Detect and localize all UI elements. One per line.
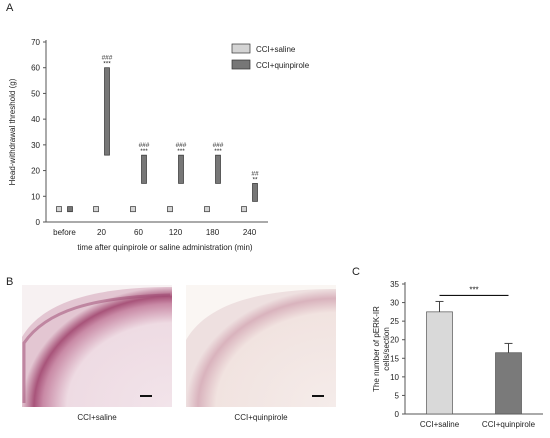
- significance-mark: ***: [177, 148, 185, 155]
- y-tick-label: 20: [390, 336, 399, 345]
- significance-mark: ***: [214, 148, 222, 155]
- x-tick-label: 240: [243, 228, 257, 237]
- panel-letter-a: A: [6, 2, 14, 14]
- bar-0: [426, 311, 453, 415]
- x-axis-label: time after quinpirole or saline administ…: [77, 243, 253, 252]
- x-tick-label: 60: [134, 228, 143, 237]
- scale-bar: [140, 395, 152, 397]
- bar-0-3: [167, 206, 173, 213]
- micrograph-cci-quinpirole: [186, 285, 336, 407]
- y-tick-label: 40: [31, 115, 40, 124]
- scale-bar: [312, 395, 324, 397]
- bar-0-2: [130, 206, 136, 213]
- x-tick-label: CCI+saline: [420, 420, 460, 429]
- y-tick-label: 0: [36, 218, 41, 227]
- legend-label: CCI+quinpirole: [256, 61, 310, 70]
- y-tick-label: 70: [31, 38, 40, 47]
- bar-1-5: [252, 183, 258, 202]
- significance-mark: ##: [251, 170, 259, 177]
- y-tick-label: 5: [395, 391, 400, 400]
- bar-1-2: [141, 154, 147, 184]
- micrograph-cci-saline: [22, 285, 172, 407]
- panel-letter-c: C: [352, 266, 360, 278]
- y-tick-label: 10: [31, 192, 40, 201]
- panel-letter-b: B: [6, 276, 14, 288]
- y-tick-label: 15: [390, 354, 399, 363]
- significance-mark: ###: [102, 55, 113, 62]
- micrograph-caption: CCI+saline: [77, 413, 117, 422]
- y-axis-label: The number of pERK-IRcells/section: [372, 306, 391, 392]
- bar-0-1: [93, 206, 99, 213]
- legend-label: CCI+saline: [256, 45, 296, 54]
- bar-0-5: [241, 206, 247, 213]
- x-tick-label: CCI+quinpirole: [482, 420, 536, 429]
- y-tick-label: 30: [390, 299, 399, 308]
- bar-1-3: [178, 154, 184, 184]
- bar-1-0: [67, 206, 73, 213]
- bar-1-1: [104, 67, 110, 156]
- y-tick-label: 35: [390, 280, 399, 289]
- x-tick-label: 180: [206, 228, 220, 237]
- y-tick-label: 25: [390, 317, 399, 326]
- bar-0-0: [56, 206, 62, 213]
- legend-swatch: [231, 43, 251, 54]
- bar-0-4: [204, 206, 210, 213]
- y-tick-label: 20: [31, 167, 40, 176]
- significance-mark: ###: [213, 142, 224, 149]
- bar-1-4: [215, 154, 221, 184]
- x-tick-label: 20: [97, 228, 106, 237]
- legend-swatch: [231, 59, 251, 70]
- bar-1: [495, 352, 522, 415]
- x-tick-label: before: [53, 228, 76, 237]
- y-tick-label: 30: [31, 141, 40, 150]
- y-tick-label: 10: [390, 373, 399, 382]
- perk-cells-chart: 0 5 10 15 20 25 30 35 The number of pERK-IRcells…: [372, 280, 543, 429]
- significance-mark: ***: [103, 61, 111, 68]
- significance-mark: ***: [140, 148, 148, 155]
- y-tick-label: 50: [31, 89, 40, 98]
- micrograph-caption: CCI+quinpirole: [234, 413, 288, 422]
- significance-mark: **: [252, 176, 258, 183]
- y-tick-label: 0: [395, 410, 400, 419]
- y-tick-label: 60: [31, 64, 40, 73]
- threshold-time-course-chart: 0 10 20 30 40 50 60 70 before 20 60 120 180 240 Head-w…: [8, 38, 310, 252]
- significance-mark: ###: [176, 142, 187, 149]
- x-tick-label: 120: [169, 228, 183, 237]
- significance-mark: ***: [469, 285, 478, 294]
- y-axis-label: Head-withdrawal threshold (g): [8, 78, 17, 185]
- significance-mark: ###: [139, 142, 150, 149]
